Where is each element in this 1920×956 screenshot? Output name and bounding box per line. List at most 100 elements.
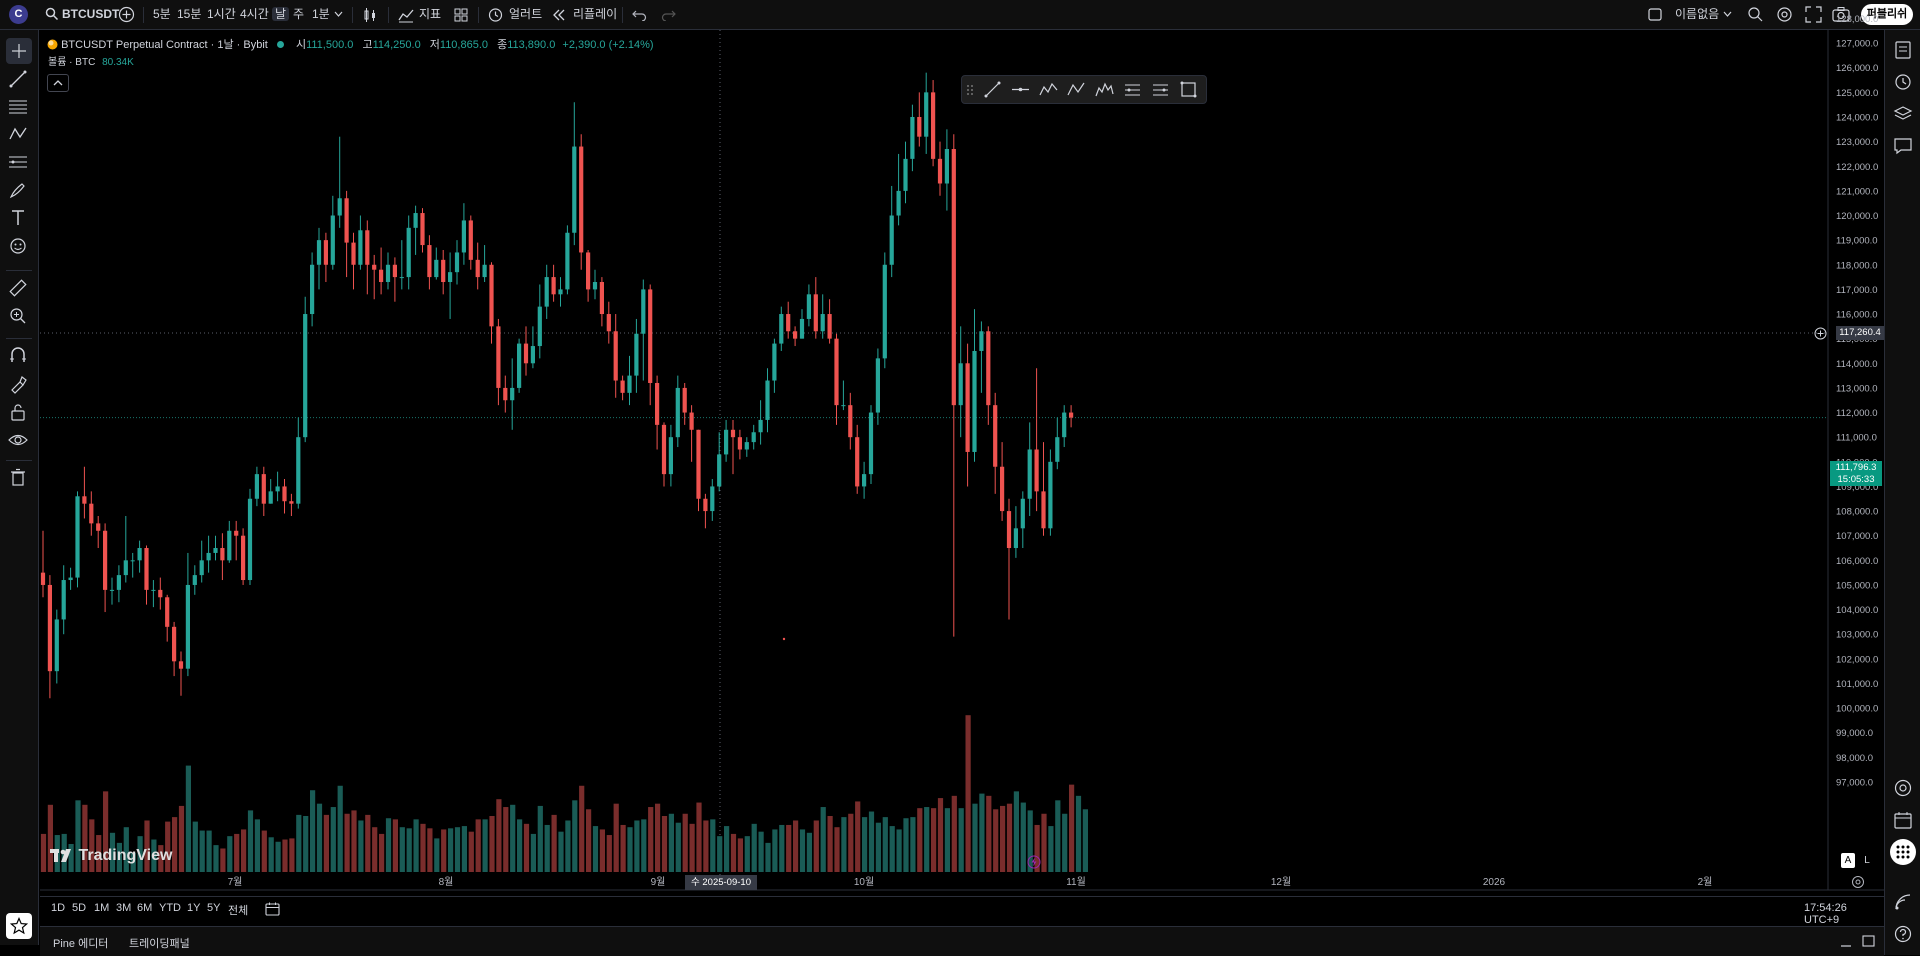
- volume-bar: [662, 816, 667, 872]
- tradingview-watermark[interactable]: TradingView: [50, 846, 172, 866]
- candle-body: [179, 661, 183, 668]
- volume-bar: [945, 808, 950, 872]
- volume-bar: [862, 817, 867, 872]
- volume-bar: [793, 820, 798, 872]
- candle-body: [200, 560, 204, 575]
- crosshair-price-label: 117,260.4: [1836, 326, 1884, 340]
- price-tick-label: 123,000.0: [1836, 137, 1878, 148]
- collapse-legend-button[interactable]: [47, 74, 69, 92]
- volume-bar: [903, 818, 908, 872]
- candle-body: [407, 228, 411, 277]
- candle-body: [234, 531, 238, 536]
- candle-body: [717, 454, 721, 486]
- range-5d[interactable]: 5D: [72, 902, 86, 914]
- tab-trading-panel[interactable]: 트레이딩패널: [129, 935, 190, 951]
- candle-body: [600, 282, 604, 314]
- maximize-panel-icon[interactable]: [1862, 935, 1875, 947]
- volume-bar: [41, 834, 46, 872]
- long-position-icon[interactable]: [1123, 80, 1142, 99]
- xabcd-pattern-icon[interactable]: [1039, 80, 1058, 99]
- volume-bar: [317, 804, 322, 872]
- volume-bar: [358, 820, 363, 872]
- chevron-up-icon: [53, 79, 63, 86]
- auto-scale-button[interactable]: A: [1841, 853, 1855, 868]
- short-position-icon[interactable]: [1151, 80, 1170, 99]
- volume-bar: [1007, 804, 1012, 872]
- candle-body: [241, 536, 245, 580]
- volume-value: 80.34K: [102, 57, 134, 68]
- watermark-text: TradingView: [78, 847, 172, 864]
- volume-bar: [324, 815, 329, 872]
- candle-body: [579, 147, 583, 253]
- candle-body: [62, 580, 66, 619]
- candle-body: [248, 499, 252, 580]
- candle-body: [607, 314, 611, 331]
- abcd-pattern-icon[interactable]: [1067, 80, 1086, 99]
- trend-line-icon[interactable]: [983, 80, 1002, 99]
- log-scale-button[interactable]: L: [1860, 853, 1874, 868]
- utc-clock[interactable]: 17:54:26 UTC+9: [1804, 902, 1884, 926]
- legend-high-key: 고: [362, 39, 372, 51]
- candle-body: [903, 159, 907, 191]
- volume-bar: [655, 804, 660, 872]
- rectangle-tool-icon[interactable]: [1179, 80, 1198, 99]
- candle-body: [924, 92, 928, 136]
- minimize-panel-icon[interactable]: [1840, 937, 1852, 947]
- horizontal-line-icon[interactable]: [1011, 80, 1030, 99]
- volume-bar: [841, 817, 846, 872]
- candle-body: [676, 388, 680, 437]
- volume-bar: [558, 832, 563, 872]
- range-1d[interactable]: 1D: [51, 902, 65, 914]
- candle-body: [745, 442, 749, 449]
- price-tick-label: 112,000.0: [1836, 408, 1878, 419]
- candle-body: [821, 314, 825, 331]
- axis-settings-icon[interactable]: [1851, 875, 1865, 889]
- elliott-wave-icon[interactable]: [1095, 80, 1114, 99]
- candle-body: [634, 334, 638, 376]
- candle-body: [627, 376, 631, 393]
- volume-bar: [248, 810, 253, 872]
- range-5y[interactable]: 5Y: [207, 902, 220, 914]
- add-alert-plus-icon[interactable]: [1814, 327, 1827, 340]
- volume-bar: [938, 798, 943, 872]
- goto-date-calendar-icon[interactable]: [265, 902, 280, 916]
- volume-bar: [269, 837, 274, 872]
- candle-body: [1048, 462, 1052, 529]
- volume-bar: [952, 796, 957, 872]
- candle-body: [489, 265, 493, 327]
- lightning-event-icon[interactable]: [1027, 855, 1041, 869]
- volume-bar: [641, 819, 646, 872]
- volume-bar: [627, 827, 632, 872]
- time-tick-label: 12월: [1271, 876, 1291, 888]
- candle-body: [586, 252, 590, 289]
- range-1y[interactable]: 1Y: [187, 902, 200, 914]
- volume-bar: [262, 831, 267, 872]
- candle-body: [1014, 528, 1018, 548]
- candle-body: [220, 548, 224, 560]
- range-1m[interactable]: 1M: [94, 902, 109, 914]
- tab-pine-editor[interactable]: Pine 에디터: [53, 935, 108, 951]
- volume-bar: [579, 786, 584, 872]
- volume-bar: [876, 823, 881, 872]
- range-ytd[interactable]: YTD: [159, 902, 181, 914]
- drag-handle-icon[interactable]: [966, 80, 974, 99]
- candle-body: [1035, 449, 1039, 491]
- candle-body: [531, 346, 535, 363]
- last-price-label: 111,796.3 15:05:33: [1830, 461, 1882, 486]
- volume-bar: [821, 807, 826, 872]
- volume-bar: [200, 831, 205, 872]
- range-6m[interactable]: 6M: [137, 902, 152, 914]
- volume-bar: [276, 842, 281, 872]
- bar-countdown: 15:05:33: [1830, 474, 1882, 486]
- candle-body: [124, 560, 128, 575]
- volume-bar: [738, 838, 743, 872]
- range-all[interactable]: 전체: [228, 902, 248, 918]
- volume-bar: [345, 814, 350, 872]
- range-3m[interactable]: 3M: [116, 902, 131, 914]
- candle-body: [890, 216, 894, 265]
- candle-body: [503, 388, 507, 400]
- candle-body: [310, 265, 314, 314]
- price-tick-label: 121,000.0: [1836, 186, 1878, 197]
- price-tick-label: 118,000.0: [1836, 260, 1878, 271]
